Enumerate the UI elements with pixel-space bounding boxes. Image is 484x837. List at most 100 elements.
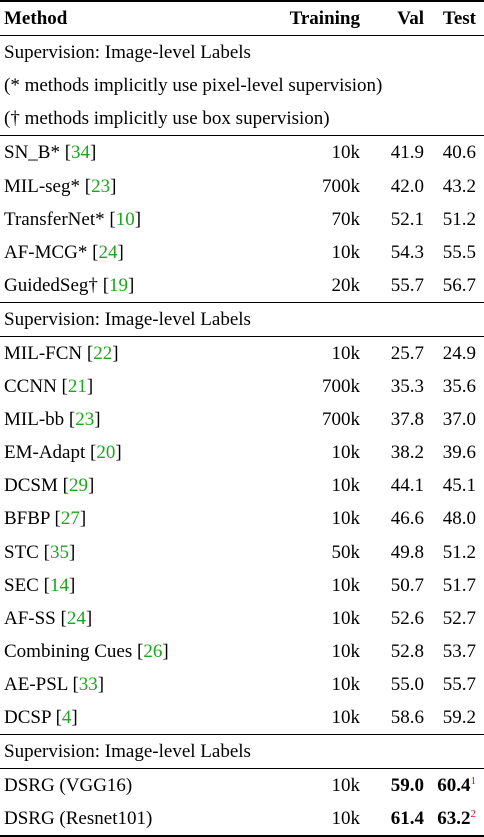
training-cell: 50k (331, 541, 361, 563)
method-name: SN_B* (4, 142, 60, 164)
method-cell: MIL-seg* [23] (4, 175, 117, 197)
citation-link[interactable]: 19 (109, 274, 129, 296)
test-cell: 55.7 (428, 668, 484, 701)
val-cell: 41.9 (366, 135, 428, 170)
val-cell: 59.0 (366, 768, 428, 803)
citation-link[interactable]: 22 (93, 342, 113, 364)
citation-link[interactable]: 24 (66, 607, 86, 629)
val-value: 50.7 (390, 574, 424, 596)
method-name: DSRG (Resnet101) (4, 808, 153, 830)
method-cell: DCSM [29] (4, 475, 95, 497)
citation-link[interactable]: 34 (71, 142, 91, 164)
method-name: STC (4, 541, 39, 563)
test-value: 39.6 (442, 442, 476, 464)
training-cell: 10k (331, 673, 361, 695)
method-cell: MIL-bb [23] (4, 409, 101, 431)
method-name: DSRG (VGG16) (4, 775, 133, 797)
val-cell: 49.8 (366, 536, 428, 569)
method-name: AF-MCG* (4, 241, 88, 263)
table-row: AE-PSL [33] 10k 55.0 55.7 (0, 668, 484, 701)
test-cell: 63.22 (428, 802, 484, 837)
method-cell: AF-MCG* [24] (4, 241, 124, 263)
section-title: Supervision: Image-level Labels (4, 42, 251, 64)
citation-link[interactable]: 27 (60, 508, 80, 530)
citation-link[interactable]: 14 (49, 574, 69, 596)
method-cell: GuidedSeg† [19] (4, 274, 135, 296)
test-cell: 60.41 (428, 768, 484, 803)
method-cell: DSRG (Resnet101) (0, 802, 282, 837)
test-cell: 56.7 (428, 269, 484, 303)
method-cell: SEC [14] (4, 574, 76, 596)
method-name: BFBP (4, 508, 50, 530)
method-cell: BFBP [27] (4, 508, 87, 530)
table-row: DCSP [4] 10k 58.6 59.2 (0, 701, 484, 735)
val-value: 59.0 (390, 775, 424, 797)
test-value: 63.2 (437, 808, 471, 830)
citation-link[interactable]: 20 (96, 442, 116, 464)
method-name: EM-Adapt (4, 442, 86, 464)
footnote-marker: 2 (470, 808, 477, 821)
val-cell: 35.3 (366, 370, 428, 403)
training-cell: 10k (331, 574, 361, 596)
val-value: 25.7 (390, 342, 424, 364)
test-value: 55.5 (442, 241, 476, 263)
citation-link[interactable]: 29 (68, 475, 88, 497)
val-value: 54.3 (390, 241, 424, 263)
val-cell: 44.1 (366, 469, 428, 502)
test-value: 24.9 (442, 342, 476, 364)
val-value: 41.9 (390, 142, 424, 164)
citation-link[interactable]: 23 (91, 175, 111, 197)
citation-link[interactable]: 21 (67, 376, 87, 398)
method-cell: Combining Cues [26] (4, 640, 169, 662)
test-value: 48.0 (442, 508, 476, 530)
test-cell: 55.5 (428, 236, 484, 269)
citation-link[interactable]: 33 (78, 673, 98, 695)
section-title-row: Supervision: Image-level Labels (0, 734, 484, 769)
training-cell: 10k (331, 475, 361, 497)
test-cell: 35.6 (428, 370, 484, 403)
method-cell: TransferNet* [10] (4, 208, 142, 230)
citation-link[interactable]: 23 (75, 409, 95, 431)
method-name: DCSM (4, 475, 58, 497)
test-cell: 51.7 (428, 569, 484, 602)
test-value: 37.0 (442, 409, 476, 431)
training-cell: 20k (331, 274, 361, 296)
method-name: TransferNet* (4, 208, 105, 230)
test-cell: 59.2 (428, 701, 484, 735)
test-cell: 43.2 (428, 169, 484, 202)
test-value: 51.2 (442, 541, 476, 563)
val-value: 52.8 (390, 640, 424, 662)
citation-link[interactable]: 10 (115, 208, 135, 230)
table-row: CCNN [21] 700k 35.3 35.6 (0, 370, 484, 403)
method-cell: CCNN [21] (4, 376, 94, 398)
training-cell: 10k (331, 442, 361, 464)
val-value: 44.1 (390, 475, 424, 497)
header-method: Method (0, 0, 282, 37)
test-value: 52.7 (442, 607, 476, 629)
val-cell: 52.6 (366, 602, 428, 635)
val-cell: 58.6 (366, 701, 428, 735)
citation-link[interactable]: 4 (61, 707, 72, 729)
section-title: Supervision: Image-level Labels (0, 734, 484, 769)
table-row: STC [35] 50k 49.8 51.2 (0, 536, 484, 569)
table-row: EM-Adapt [20] 10k 38.2 39.6 (0, 436, 484, 469)
header-test: Test (428, 0, 484, 37)
val-cell: 61.4 (366, 802, 428, 837)
training-cell: 700k (322, 175, 360, 197)
training-cell: 10k (282, 335, 366, 371)
table-row: MIL-bb [23] 700k 37.8 37.0 (0, 403, 484, 436)
citation-link[interactable]: 26 (143, 640, 163, 662)
table-row: SN_B* [34] 10k 41.9 40.6 (0, 135, 484, 170)
val-cell: 46.6 (366, 502, 428, 535)
method-name: GuidedSeg† (4, 274, 98, 296)
table-row: TransferNet* [10] 70k 52.1 51.2 (0, 203, 484, 236)
citation-link[interactable]: 24 (98, 241, 118, 263)
val-value: 61.4 (390, 808, 424, 830)
val-value: 46.6 (390, 508, 424, 530)
test-value: 45.1 (442, 475, 476, 497)
method-name: AE-PSL (4, 673, 68, 695)
header-val: Val (366, 0, 428, 37)
citation-link[interactable]: 35 (49, 541, 69, 563)
section-note: († methods implicitly use box supervisio… (4, 108, 330, 130)
method-name: MIL-FCN (4, 342, 83, 364)
